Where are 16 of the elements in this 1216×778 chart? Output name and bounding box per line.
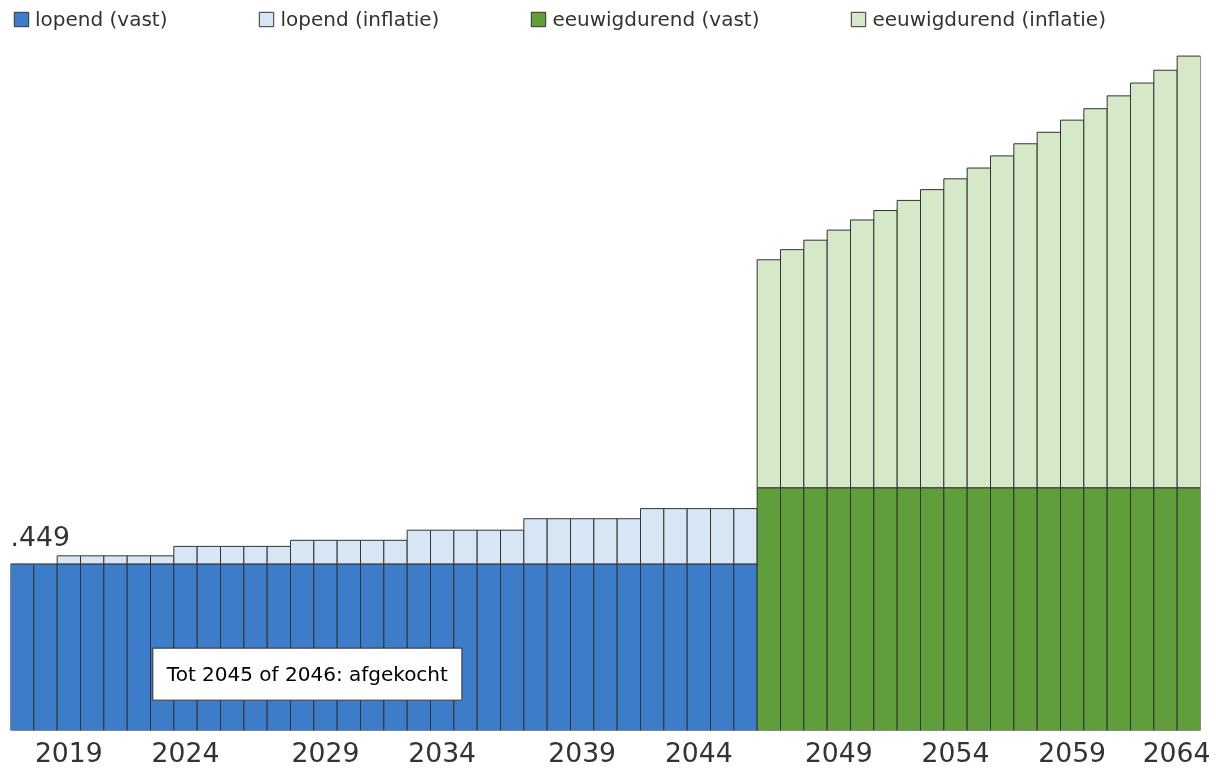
x-tick-label: 2064 [1142,736,1211,768]
legend-label: eeuwigdurend (inflatie) [872,7,1106,31]
legend-label: eeuwigdurend (vast) [552,7,760,31]
x-tick-label: 2059 [1038,736,1107,768]
x-tick-label: 2029 [291,736,360,768]
x-tick-label: 2044 [664,736,733,768]
legend-label: lopend (inflatie) [280,7,440,31]
annotation: Tot 2045 of 2046: afgekocht [165,662,449,687]
annotation: .449 [10,520,70,552]
x-tick-label: 2019 [34,736,103,768]
x-tick-label: 2034 [408,736,477,768]
x-tick-label: 2054 [921,736,990,768]
x-tick-label: 2049 [804,736,873,768]
x-tick-label: 2039 [548,736,617,768]
legend-label: lopend (vast) [35,7,168,31]
x-tick-label: 2024 [151,736,220,768]
